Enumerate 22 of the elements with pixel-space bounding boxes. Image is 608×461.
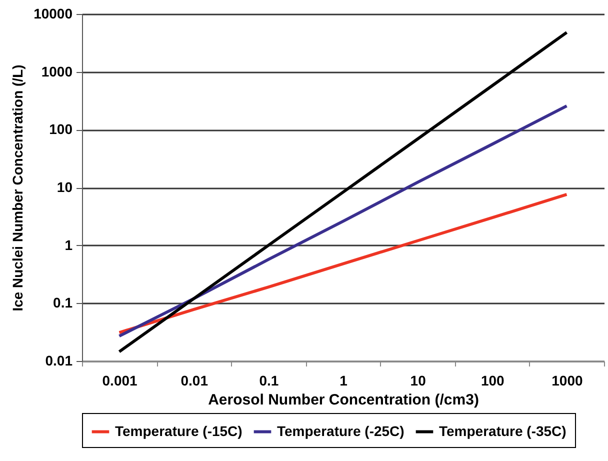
y-tick-label: 1 — [64, 236, 73, 253]
legend-label: Temperature (-35C) — [439, 422, 566, 439]
y-tick-label: 1000 — [41, 63, 73, 80]
legend-label: Temperature (-25C) — [277, 422, 404, 439]
line-series — [118, 104, 568, 338]
y-tick-label: 0.1 — [53, 294, 73, 311]
x-tick-label: 100 — [480, 372, 505, 388]
y-axis-title: Ice Nuclei Number Concentration (/L) — [10, 64, 26, 312]
x-tick-label: 1 — [340, 372, 348, 388]
x-tick-label: 1000 — [552, 372, 583, 388]
x-axis-title: Aerosol Number Concentration (/cm3) — [208, 392, 479, 408]
y-tick-label: 10000 — [34, 6, 73, 22]
y-tick-label: 0.01 — [45, 352, 73, 368]
x-tick-label: 10 — [410, 372, 426, 388]
line-series — [118, 30, 568, 354]
x-tick-label: 0.1 — [259, 372, 279, 388]
line-series — [118, 192, 568, 334]
y-tick-label: 10 — [56, 179, 73, 195]
legend-label: Temperature (-15C) — [115, 422, 242, 439]
x-tick-label: 0.001 — [102, 372, 138, 388]
y-tick-label: 100 — [49, 121, 73, 138]
x-tick-label: 0.01 — [180, 372, 208, 388]
